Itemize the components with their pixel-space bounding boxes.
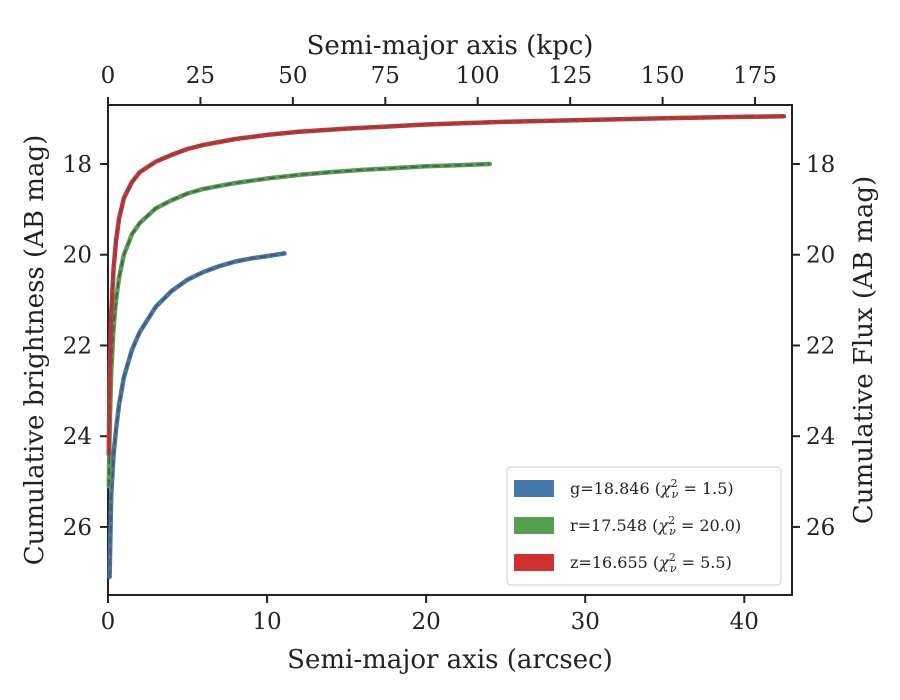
y-tick-label: 26 — [63, 515, 92, 541]
legend-swatch-g — [514, 480, 554, 497]
model-line-g — [108, 252, 285, 577]
x-top-tick-label: 50 — [278, 63, 307, 89]
model-line-z — [107, 115, 785, 455]
x-top-tick-label: 175 — [733, 63, 777, 89]
y-tick-label: 24 — [63, 424, 92, 450]
x-tick-label: 30 — [571, 609, 600, 635]
legend: g=18.846 (χ2 ν = 1.5) r=17.548 (χ2 ν = 20.0… — [506, 466, 782, 586]
legend-label-g: g=18.846 (χ2 ν = 1.5) — [570, 477, 734, 501]
legend-label-r: r=17.548 (χ2 ν = 20.0) — [570, 514, 741, 538]
legend-box — [506, 466, 782, 586]
x-tick-label: 0 — [101, 609, 116, 635]
y-right-tick-label: 20 — [806, 243, 835, 269]
y-tick-label: 22 — [63, 333, 92, 359]
legend-swatch-z — [514, 554, 554, 571]
x-tick-label: 10 — [252, 609, 281, 635]
x-top-tick-label: 100 — [456, 63, 500, 89]
y-right-tick-label: 18 — [806, 152, 835, 178]
y-axis-ticks: 18 20 22 24 26 — [63, 152, 108, 541]
x-top-tick-label: 75 — [371, 63, 400, 89]
x-axis-top-label: Semi-major axis (kpc) — [307, 31, 594, 61]
x-tick-label: 20 — [411, 609, 440, 635]
x-axis-top-ticks: 0 25 50 75 100 125 150 175 — [101, 63, 777, 105]
x-axis-ticks: 0 10 20 30 40 — [101, 595, 759, 635]
x-top-tick-label: 125 — [548, 63, 592, 89]
x-top-tick-label: 150 — [641, 63, 685, 89]
x-top-tick-label: 0 — [101, 63, 116, 89]
x-top-tick-label: 25 — [186, 63, 215, 89]
y-tick-label: 18 — [63, 152, 92, 178]
y-axis-right-label: Cumulative Flux (AB mag) — [849, 176, 879, 524]
y-right-tick-label: 22 — [806, 333, 835, 359]
legend-label-z: z=16.655 (χ2 ν = 5.5) — [570, 551, 732, 575]
y-axis-right-ticks: 18 20 22 24 26 — [792, 152, 835, 541]
series-line-r — [106, 161, 493, 489]
y-right-tick-label: 26 — [806, 515, 835, 541]
legend-swatch-r — [514, 517, 554, 534]
x-tick-label: 40 — [730, 609, 759, 635]
y-tick-label: 20 — [63, 243, 92, 269]
x-axis-label: Semi-major axis (arcsec) — [287, 645, 613, 675]
plot-frame — [107, 104, 793, 596]
y-right-tick-label: 24 — [806, 424, 835, 450]
model-line-r — [107, 163, 490, 487]
y-axis-label: Cumulative brightness (AB mag) — [20, 135, 50, 566]
series-line-g — [107, 251, 287, 580]
series-layer — [106, 114, 787, 580]
